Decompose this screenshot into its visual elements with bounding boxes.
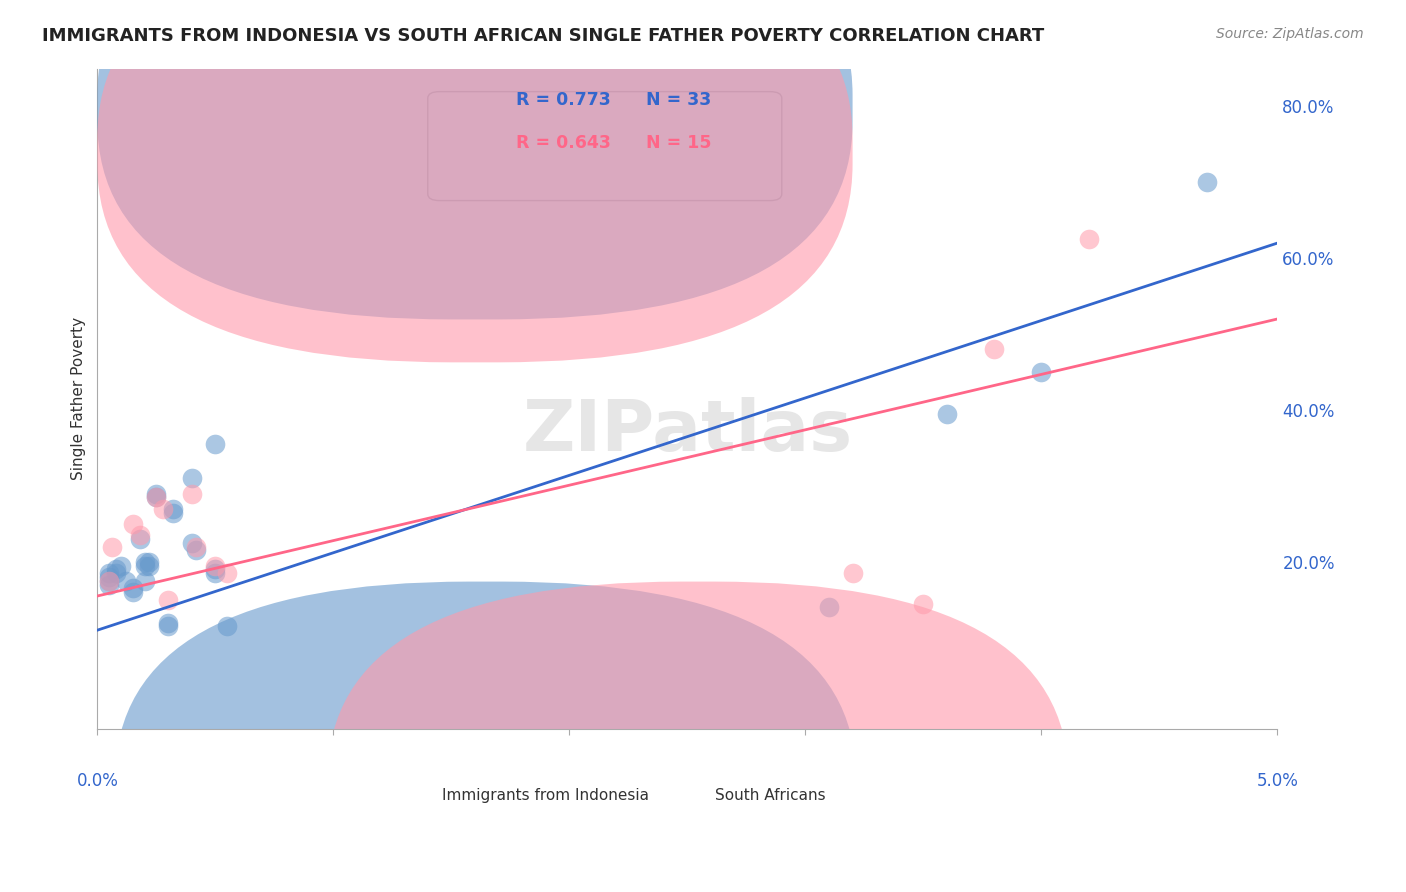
Point — [180, 536, 202, 550]
Point — [98, 574, 121, 588]
Text: IMMIGRANTS FROM INDONESIA VS SOUTH AFRICAN SINGLE FATHER POVERTY CORRELATION CHA: IMMIGRANTS FROM INDONESIA VS SOUTH AFRIC… — [42, 27, 1045, 45]
Point — [134, 558, 156, 573]
Text: 0.0%: 0.0% — [76, 772, 118, 789]
Point — [1077, 232, 1099, 246]
Point — [204, 437, 226, 451]
Point — [204, 558, 226, 573]
Point — [145, 491, 167, 505]
Point — [1195, 175, 1218, 189]
Point — [180, 486, 202, 500]
FancyBboxPatch shape — [97, 0, 852, 319]
Y-axis label: Single Father Poverty: Single Father Poverty — [72, 318, 86, 480]
Point — [217, 619, 239, 633]
Point — [145, 486, 167, 500]
FancyBboxPatch shape — [115, 582, 856, 892]
Point — [912, 597, 935, 611]
Point — [145, 491, 167, 505]
Point — [98, 577, 121, 591]
Point — [204, 562, 226, 576]
Point — [841, 566, 863, 581]
Text: N = 33: N = 33 — [647, 91, 711, 109]
Point — [180, 471, 202, 485]
FancyBboxPatch shape — [328, 582, 1069, 892]
Text: 5.0%: 5.0% — [1257, 772, 1298, 789]
Point — [204, 566, 226, 581]
Point — [157, 592, 180, 607]
Point — [128, 532, 150, 546]
Text: N = 15: N = 15 — [647, 134, 711, 152]
Point — [98, 570, 121, 584]
Text: ZIPatlas: ZIPatlas — [522, 397, 852, 467]
Point — [217, 566, 239, 581]
Text: South Africans: South Africans — [714, 789, 825, 804]
Point — [114, 574, 136, 588]
FancyBboxPatch shape — [427, 92, 782, 201]
Point — [157, 619, 180, 633]
Point — [134, 574, 156, 588]
Point — [100, 540, 122, 554]
Text: Source: ZipAtlas.com: Source: ZipAtlas.com — [1216, 27, 1364, 41]
Point — [936, 407, 959, 421]
Point — [186, 540, 208, 554]
Point — [138, 555, 160, 569]
Point — [98, 574, 121, 588]
FancyBboxPatch shape — [97, 0, 852, 362]
Point — [162, 501, 184, 516]
Text: R = 0.773: R = 0.773 — [516, 91, 612, 109]
Point — [818, 600, 841, 615]
Point — [157, 615, 180, 630]
Point — [162, 506, 184, 520]
Point — [186, 543, 208, 558]
Point — [121, 582, 143, 596]
Point — [138, 558, 160, 573]
Point — [152, 501, 174, 516]
Point — [121, 516, 143, 531]
Point — [983, 343, 1005, 357]
Point — [105, 562, 128, 576]
Point — [110, 558, 132, 573]
Point — [1031, 365, 1053, 379]
Point — [98, 566, 121, 581]
Point — [105, 566, 128, 581]
Point — [128, 528, 150, 542]
Point — [134, 555, 156, 569]
Text: R = 0.643: R = 0.643 — [516, 134, 612, 152]
Point — [121, 585, 143, 599]
Text: Immigrants from Indonesia: Immigrants from Indonesia — [443, 789, 650, 804]
